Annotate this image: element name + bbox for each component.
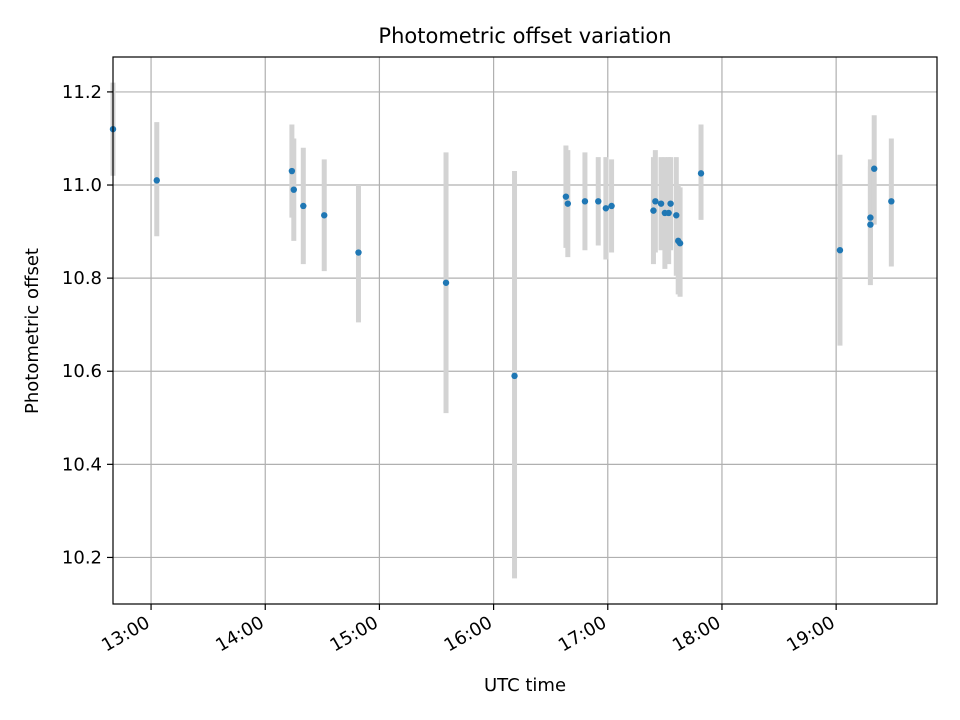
grid-layer	[113, 57, 937, 604]
chart-title: Photometric offset variation	[378, 24, 671, 48]
data-point	[602, 205, 610, 212]
data-point	[608, 202, 615, 210]
data-point	[564, 200, 572, 207]
y-tick-label: 11.0	[62, 175, 102, 196]
data-point	[871, 165, 878, 172]
data-point	[562, 193, 570, 200]
data-point	[667, 200, 674, 207]
data-point	[867, 221, 874, 228]
data-point	[290, 186, 297, 193]
x-axis-title: UTC time	[484, 675, 566, 696]
y-tick-label: 11.2	[62, 82, 102, 103]
data-point	[581, 198, 589, 205]
data-point	[153, 177, 160, 184]
data-point	[321, 212, 328, 219]
data-point	[300, 202, 307, 210]
data-point	[652, 198, 659, 205]
data-point	[673, 212, 680, 219]
data-point	[657, 200, 665, 207]
data-point	[867, 214, 874, 221]
y-axis-title: Photometric offset	[22, 248, 43, 414]
y-tick-label: 10.8	[62, 268, 102, 289]
y-tick-label: 10.6	[62, 361, 102, 382]
data-point	[665, 209, 672, 217]
data-point	[888, 198, 895, 205]
data-point	[697, 170, 705, 177]
data-point	[650, 207, 657, 214]
data-point	[836, 246, 844, 254]
data-point	[288, 167, 296, 175]
point-layer	[109, 125, 895, 380]
data-point	[442, 279, 450, 286]
data-point	[595, 198, 602, 205]
data-point	[676, 240, 684, 247]
plot-frame	[112, 56, 938, 605]
data-point	[511, 372, 518, 380]
y-tick-label: 10.4	[62, 454, 102, 475]
data-point	[355, 249, 362, 256]
y-tick-label: 10.2	[62, 547, 102, 568]
